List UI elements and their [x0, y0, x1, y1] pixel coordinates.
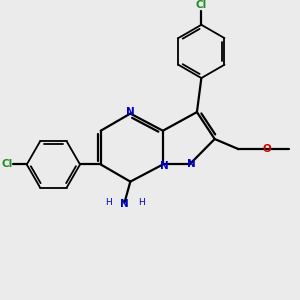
- Text: Cl: Cl: [196, 0, 207, 10]
- Text: N: N: [120, 199, 129, 208]
- Text: N: N: [126, 107, 135, 117]
- Text: Cl: Cl: [1, 160, 12, 170]
- Text: N: N: [187, 160, 195, 170]
- Text: O: O: [262, 144, 271, 154]
- Text: N: N: [160, 161, 169, 171]
- Text: H: H: [105, 198, 112, 207]
- Text: H: H: [138, 198, 145, 207]
